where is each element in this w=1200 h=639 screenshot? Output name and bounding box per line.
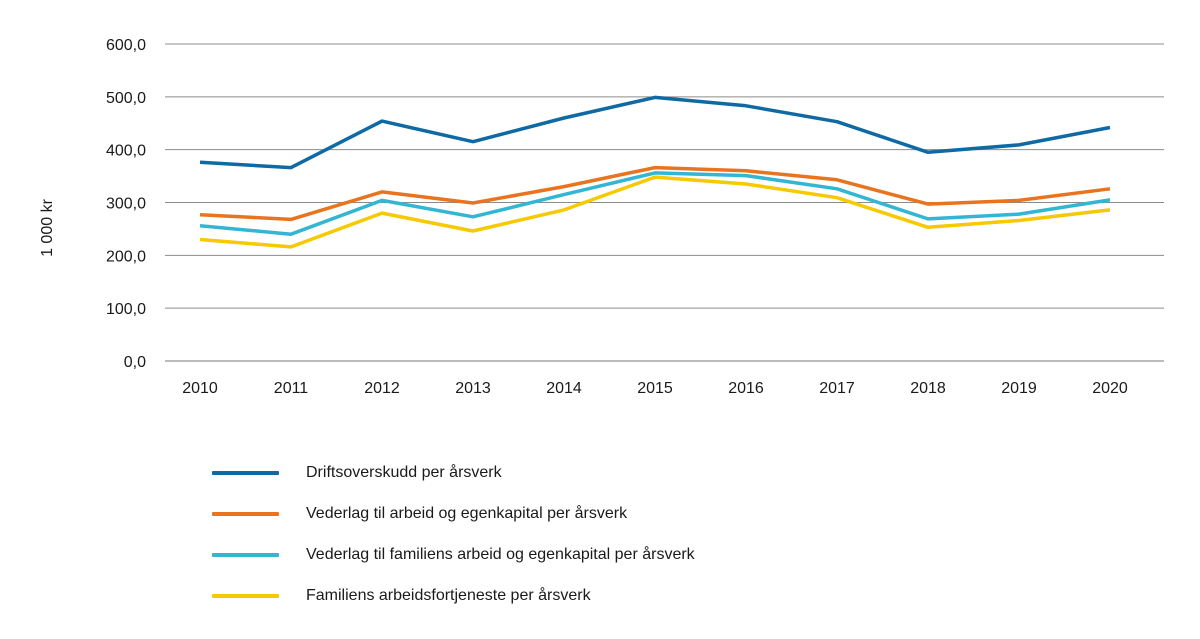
y-tick-label: 400,0 xyxy=(106,143,146,160)
x-tick-label: 2020 xyxy=(1092,380,1128,397)
legend-swatch xyxy=(212,470,279,475)
legend-swatch xyxy=(212,593,279,598)
x-tick-label: 2017 xyxy=(819,380,855,397)
x-tick-label: 2013 xyxy=(455,380,491,397)
x-tick-label: 2015 xyxy=(637,380,673,397)
legend-swatch xyxy=(212,552,279,557)
series-line-2 xyxy=(199,165,1111,222)
y-tick-label: 100,0 xyxy=(106,301,146,318)
legend-label: Vederlag til arbeid og egenkapital per å… xyxy=(306,504,628,522)
y-tick-label: 300,0 xyxy=(106,196,146,213)
y-tick-label: 600,0 xyxy=(106,37,146,54)
x-tick-label: 2018 xyxy=(910,380,946,397)
series-lines xyxy=(199,95,1111,249)
gridlines xyxy=(165,43,1164,362)
x-tick-label: 2011 xyxy=(274,380,309,397)
series-line-4 xyxy=(199,175,1111,249)
series-line-1 xyxy=(199,95,1111,170)
y-tick-label: 0,0 xyxy=(124,354,146,371)
x-tick-label: 2019 xyxy=(1001,380,1037,397)
y-tick-label: 200,0 xyxy=(106,248,146,265)
y-axis-tick-labels: 0,0 100,0 200,0 300,0 400,0 500,0 600,0 xyxy=(106,37,146,371)
legend-swatch xyxy=(212,511,279,516)
legend-item: Familiens arbeidsfortjeneste per årsverk xyxy=(212,575,695,616)
legend-label: Familiens arbeidsfortjeneste per årsverk xyxy=(306,586,591,604)
legend-label: Vederlag til familiens arbeid og egenkap… xyxy=(306,545,695,563)
x-tick-label: 2014 xyxy=(546,380,582,397)
legend-item: Vederlag til familiens arbeid og egenkap… xyxy=(212,534,695,575)
x-axis-tick-labels: 2010 2011 2012 2013 2014 2015 2016 2017 2018 2019… xyxy=(182,380,1128,397)
y-tick-label: 500,0 xyxy=(106,90,146,107)
x-tick-label: 2012 xyxy=(364,380,400,397)
x-tick-label: 2016 xyxy=(728,380,764,397)
legend: Driftsoverskudd per årsverk Vederlag til… xyxy=(212,452,695,616)
legend-label: Driftsoverskudd per årsverk xyxy=(306,463,502,481)
legend-item: Vederlag til arbeid og egenkapital per å… xyxy=(212,493,695,534)
series-line-3 xyxy=(199,171,1111,236)
x-tick-label: 2010 xyxy=(182,380,218,397)
legend-item: Driftsoverskudd per årsverk xyxy=(212,452,695,493)
y-axis-title: 1 000 kr xyxy=(39,198,56,256)
